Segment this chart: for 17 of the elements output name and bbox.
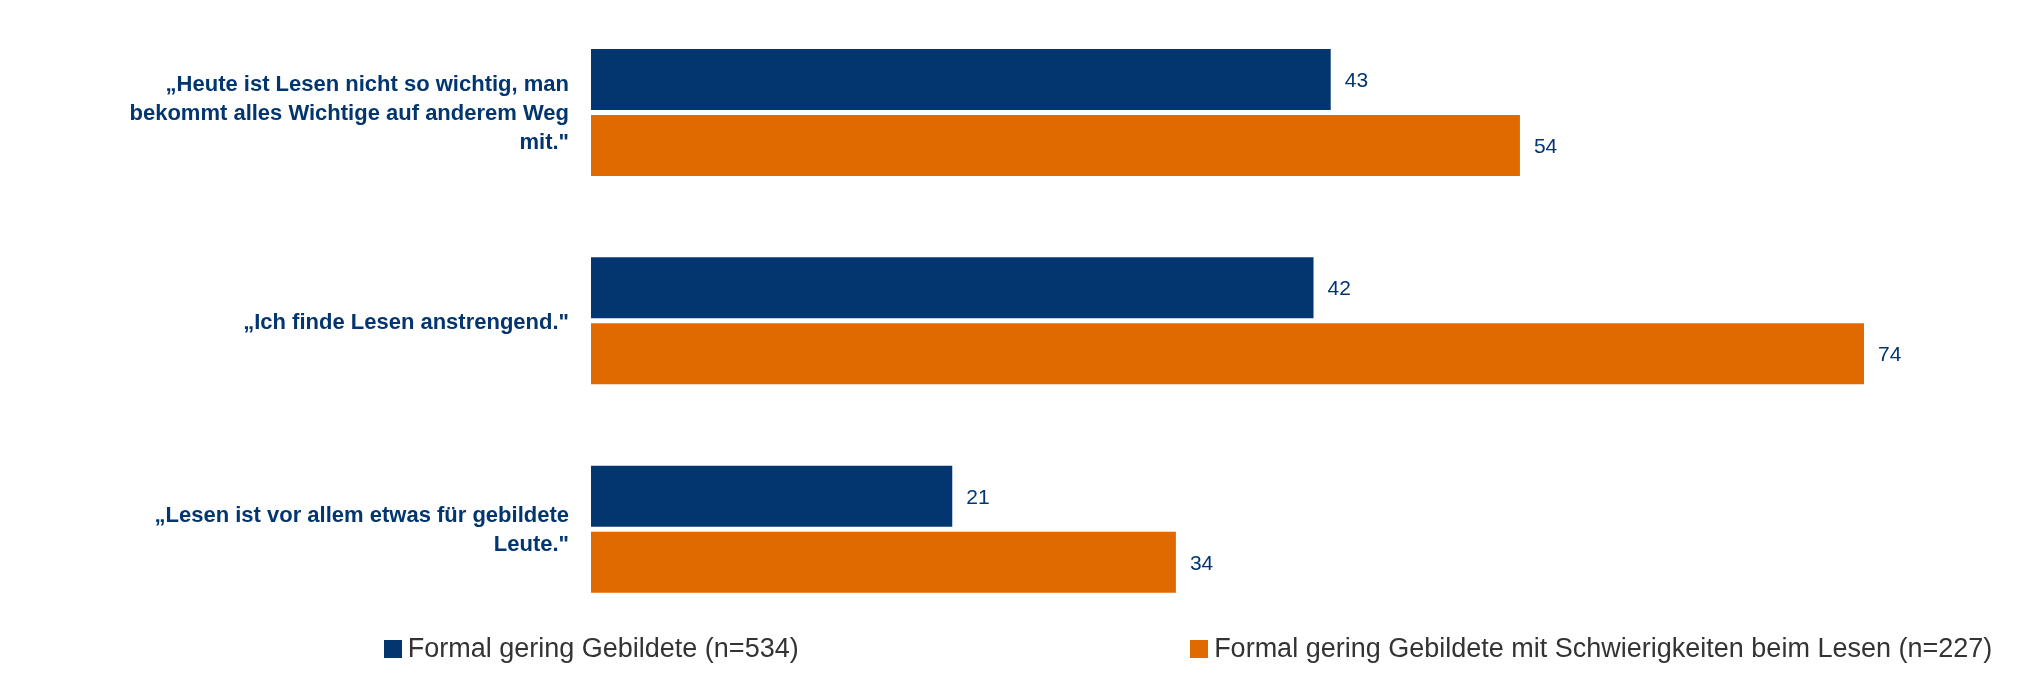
data-label: 42 (1327, 276, 1351, 300)
bar (591, 49, 1331, 110)
bar (591, 323, 1864, 385)
bar (591, 465, 953, 527)
bar (591, 257, 1314, 319)
bar (591, 115, 1520, 176)
data-label: 74 (1878, 342, 1902, 366)
data-label: 34 (1189, 550, 1214, 574)
y-tick-label: „Lesen ist vor allem etwas für gebildete Leute." (154, 501, 569, 556)
data-label: 54 (1533, 133, 1558, 157)
legend-label: Formal gering Gebildete mit Schwierigkeiten beim Lesen (n=227) (1214, 633, 1993, 664)
y-tick-label: „Ich finde Lesen anstrengend." (243, 308, 569, 333)
y-tick-label: „Heute ist Lesen nicht so wichtig, man bekommt alles Wichtige auf anderem Weg mit." (129, 70, 569, 154)
data-label: 43 (1344, 67, 1369, 91)
bar (591, 531, 1176, 593)
data-label: 21 (966, 484, 990, 508)
legend-label: Formal gering Gebildete (n=534) (407, 633, 799, 664)
